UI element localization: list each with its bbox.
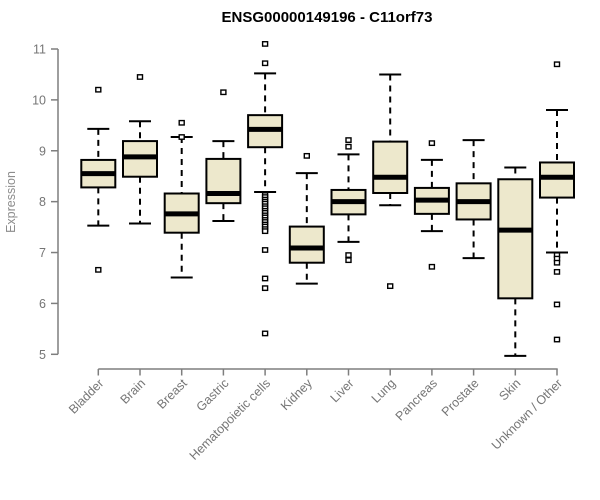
outlier-liver bbox=[345, 143, 352, 150]
outlier-unknown-other bbox=[553, 61, 561, 68]
outlier-breast bbox=[178, 134, 185, 140]
y-tick-label: 8 bbox=[39, 195, 46, 209]
outlier-unknown-other bbox=[553, 268, 561, 275]
outlier-liver bbox=[345, 137, 352, 143]
box-kidney bbox=[288, 225, 325, 264]
outlier-brain bbox=[136, 74, 144, 80]
outlier-lung bbox=[387, 283, 394, 290]
x-category-label: Unknown / Other bbox=[489, 376, 565, 452]
outlier-unknown-other bbox=[553, 259, 561, 266]
x-category-label: Kidney bbox=[278, 376, 315, 413]
x-category-label: Breast bbox=[154, 376, 190, 412]
outlier-bladder bbox=[95, 266, 102, 273]
box-lung bbox=[372, 140, 409, 194]
chart-title: ENSG00000149196 - C11orf73 bbox=[222, 9, 433, 26]
x-category-label: Skin bbox=[496, 376, 523, 403]
outlier-breast bbox=[178, 119, 185, 126]
outlier-gastric bbox=[220, 89, 227, 96]
x-category-label: Gastric bbox=[194, 376, 232, 414]
x-category-label: Lung bbox=[369, 376, 399, 406]
y-tick-label: 9 bbox=[39, 144, 46, 158]
y-tick-label: 7 bbox=[39, 246, 46, 260]
outlier-hematopoietic-cells bbox=[261, 285, 269, 292]
x-category-label: Pancreas bbox=[393, 376, 440, 423]
y-axis-label: Expression bbox=[4, 171, 18, 233]
x-category-label: Liver bbox=[328, 376, 357, 405]
x-category-label: Hematopoietic cells bbox=[187, 376, 274, 463]
outlier-pancreas bbox=[428, 263, 436, 270]
y-tick-label: 6 bbox=[39, 297, 46, 311]
outlier-pancreas bbox=[428, 140, 436, 147]
outlier-unknown-other bbox=[553, 301, 561, 308]
x-category-label: Brain bbox=[118, 376, 149, 407]
x-category-label: Bladder bbox=[66, 376, 106, 416]
y-tick-label: 11 bbox=[33, 43, 46, 57]
outlier-unknown-other bbox=[553, 336, 561, 343]
box-gastric bbox=[205, 157, 242, 205]
box-unknown-other bbox=[539, 161, 575, 199]
outlier-hematopoietic-cells bbox=[261, 275, 269, 282]
outlier-hematopoietic-cells bbox=[261, 247, 269, 253]
outlier-liver bbox=[345, 252, 352, 258]
y-tick-label: 10 bbox=[32, 93, 46, 107]
outlier-bladder bbox=[95, 86, 102, 93]
outlier-hematopoietic-cells bbox=[261, 228, 269, 235]
x-category-label: Prostate bbox=[439, 376, 482, 419]
box-skin bbox=[497, 178, 534, 300]
outlier-hematopoietic-cells bbox=[261, 41, 269, 47]
outlier-kidney bbox=[303, 152, 310, 159]
outlier-liver bbox=[345, 257, 352, 264]
outlier-hematopoietic-cells bbox=[261, 330, 269, 337]
y-tick-label: 5 bbox=[39, 348, 46, 362]
plot-layer: 5 6 7 8 9 10 11 Bladder Brain Breast GastricHemato… bbox=[32, 41, 575, 463]
outlier-hematopoietic-cells bbox=[261, 60, 269, 67]
